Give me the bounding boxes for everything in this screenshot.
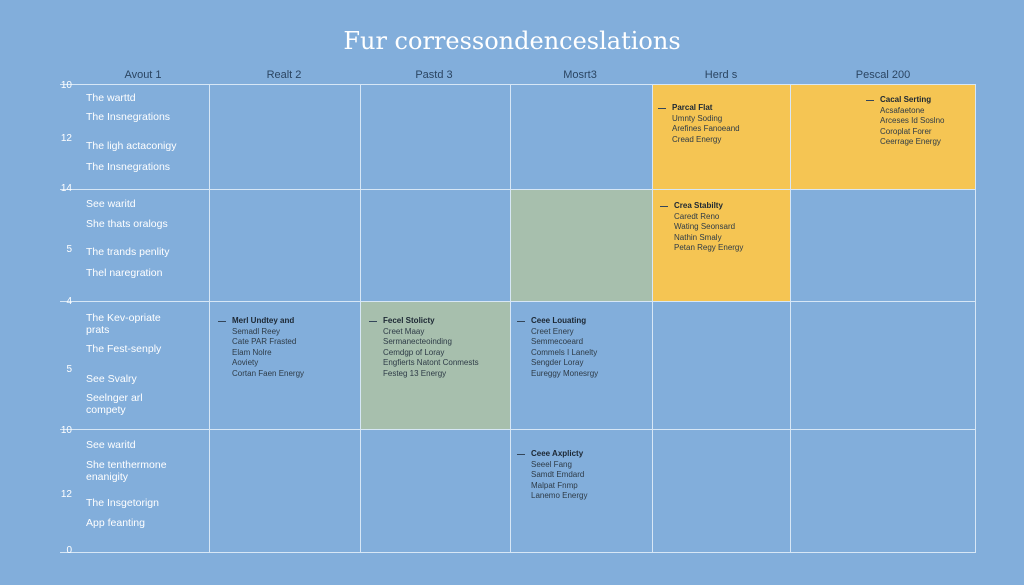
grid-line bbox=[60, 84, 976, 85]
axis-number: 14 bbox=[60, 183, 72, 194]
connector-dash bbox=[218, 321, 226, 322]
column-header-4: Mosrt3 bbox=[563, 69, 597, 81]
grid-line bbox=[975, 84, 976, 553]
card-line: Engfierts Natont Conmests bbox=[383, 358, 479, 367]
card-line: Cemdgp of Loray bbox=[383, 347, 445, 357]
card: Ceee Louating Creet Enery Semmecoeard Co… bbox=[517, 316, 599, 379]
row-label: The Insnegrations bbox=[86, 111, 171, 123]
card-line: Elam Nolre bbox=[232, 347, 272, 357]
card-line: Sermanecteoinding bbox=[383, 337, 452, 346]
card-line: Seeel Fang bbox=[531, 459, 572, 469]
axis-number: 10 bbox=[60, 80, 72, 91]
row-label: The ligh actaconigy bbox=[86, 140, 177, 152]
highlight-cell-yellow bbox=[790, 84, 976, 189]
correspondence-grid bbox=[60, 84, 976, 553]
grid-line bbox=[60, 429, 976, 430]
card-line: Sengder Loray bbox=[531, 358, 584, 367]
card-line: Arefines Fanoeand bbox=[672, 124, 740, 133]
card-title: Merl Undtey and bbox=[232, 316, 295, 325]
card-title: Ceee Louating bbox=[531, 316, 587, 325]
card-line: Malpat Fnmp bbox=[531, 480, 578, 490]
card: Ceee Axplicty Seeel Fang Samdt Emdard Ma… bbox=[517, 449, 588, 502]
column-header-6: Pescal 200 bbox=[855, 69, 911, 81]
axis-number: 5 bbox=[66, 244, 72, 255]
grid-line bbox=[60, 301, 976, 302]
row-label: The Insnegrations bbox=[86, 161, 171, 173]
card-title: Cacal Serting bbox=[880, 95, 932, 104]
card-line: Semadl Reey bbox=[232, 326, 281, 336]
card-line: Coroplat Forer bbox=[880, 126, 932, 136]
column-header-5: Herd s bbox=[704, 69, 738, 81]
card-line: Umnty Soding bbox=[672, 113, 723, 123]
row-label: The trands penlity bbox=[86, 246, 170, 258]
card-line: Eureggy Monesrgy bbox=[531, 368, 599, 378]
card-line: Cortan Faen Energy bbox=[232, 368, 305, 378]
grid-line bbox=[209, 84, 210, 553]
row-label: She tenthermone enanigity bbox=[86, 459, 167, 483]
column-header-3: Pastd 3 bbox=[415, 69, 453, 81]
grid-line bbox=[360, 84, 361, 553]
card-title: Ceee Axplicty bbox=[531, 449, 584, 458]
axis-number: 5 bbox=[66, 364, 72, 375]
row-label: See waritd bbox=[86, 439, 136, 451]
grid-line bbox=[652, 84, 653, 553]
card: Parcal Flat Umnty Soding Arefines Fanoea… bbox=[658, 103, 740, 145]
card-line: Lanemo Energy bbox=[531, 491, 588, 500]
highlight-cell-yellow bbox=[652, 84, 790, 301]
grid-line bbox=[60, 189, 976, 190]
card-line: Nathin Smaly bbox=[674, 232, 722, 242]
row-label: See Svalry bbox=[86, 373, 137, 385]
connector-dash bbox=[517, 321, 525, 322]
card-line: Semmecoeard bbox=[531, 337, 584, 346]
row-label: Seelnger arl compety bbox=[86, 392, 143, 416]
card-line: Commels I Lanelty bbox=[531, 347, 598, 357]
card-title: Fecel Stolicty bbox=[383, 316, 435, 325]
grid-line bbox=[790, 84, 791, 553]
row-label: The Insgetorign bbox=[86, 497, 159, 509]
card-line: Caredt Reno bbox=[674, 211, 720, 221]
connector-dash bbox=[369, 321, 377, 322]
connector-dash bbox=[658, 108, 666, 109]
card-line: Cate PAR Frasted bbox=[232, 337, 297, 346]
highlight-cell-green bbox=[360, 301, 510, 429]
card: Fecel Stolicty Creet Maay Sermanecteoind… bbox=[369, 316, 479, 379]
card-line: Cread Energy bbox=[672, 134, 722, 144]
connector-dash bbox=[866, 100, 874, 101]
card: Merl Undtey and Semadl Reey Cate PAR Fra… bbox=[218, 316, 305, 379]
card-line: Samdt Emdard bbox=[531, 470, 585, 479]
card-line: Creet Maay bbox=[383, 326, 425, 336]
row-label: The Fest-senply bbox=[86, 343, 162, 355]
row-label: See waritd bbox=[86, 198, 136, 210]
axis-number: 4 bbox=[66, 296, 72, 307]
row-label: Thel naregration bbox=[86, 267, 163, 279]
card-title: Parcal Flat bbox=[672, 103, 713, 112]
row-label: She thats oralogs bbox=[86, 218, 168, 230]
card-title: Crea Stabilty bbox=[674, 201, 723, 210]
axis-number: 10 bbox=[60, 425, 72, 436]
card-line: Ceerrage Energy bbox=[880, 137, 941, 146]
column-header-1: Avout 1 bbox=[124, 69, 162, 81]
row-label: The Kev-opriate prats bbox=[86, 312, 161, 336]
card-line: Arceses Id Soslno bbox=[880, 116, 945, 125]
diagram-title: Fur corressondenceslations bbox=[343, 27, 681, 55]
card-line: Festeg 13 Energy bbox=[383, 368, 447, 378]
card-line: Creet Enery bbox=[531, 326, 574, 336]
card-line: Acsafaetone bbox=[880, 105, 925, 115]
card-line: Wating Seonsard bbox=[674, 222, 736, 231]
row-label: App feanting bbox=[86, 517, 145, 529]
column-header-2: Realt 2 bbox=[266, 69, 302, 81]
card-line: Petan Regy Energy bbox=[674, 243, 744, 252]
highlight-cell-green bbox=[510, 189, 652, 301]
row-label: The warttd bbox=[86, 92, 136, 104]
grid-line bbox=[60, 552, 976, 553]
grid-line bbox=[510, 84, 511, 553]
card: Cacal Serting Acsafaetone Arceses Id Sos… bbox=[866, 95, 945, 148]
connector-dash bbox=[517, 454, 525, 455]
connector-dash bbox=[660, 206, 668, 207]
card-line: Aoviety bbox=[232, 358, 259, 367]
axis-number: 12 bbox=[60, 489, 72, 500]
axis-number: 0 bbox=[66, 545, 72, 556]
axis-number: 12 bbox=[60, 133, 72, 144]
card: Crea Stabilty Caredt Reno Wating Seonsar… bbox=[660, 201, 744, 254]
